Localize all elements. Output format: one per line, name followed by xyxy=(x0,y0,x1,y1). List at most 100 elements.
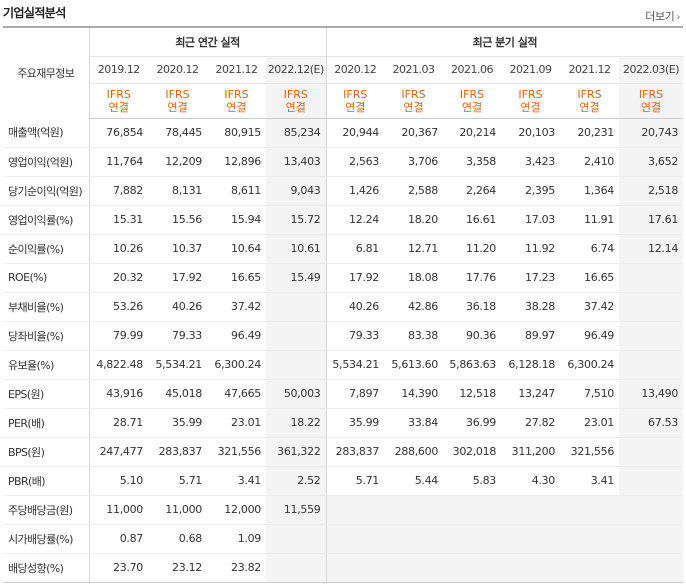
section-title: 기업실적분석 xyxy=(3,6,66,20)
quarter-value-cell xyxy=(619,321,684,351)
row-label: 유보율(%) xyxy=(3,350,90,380)
annual-value-cell: 247,477 xyxy=(89,437,148,467)
annual-value-cell: 80,915 xyxy=(207,118,266,148)
quarter-value-cell: 311,200 xyxy=(501,437,561,467)
quarter-value-cell: 5,534.21 xyxy=(326,350,385,380)
quarter-value-cell: 2,563 xyxy=(326,147,385,177)
consolidated-label: 연결 xyxy=(285,100,306,114)
quarter-value-cell: 96.49 xyxy=(560,321,620,351)
quarter-value-cell: 20,944 xyxy=(326,118,385,148)
quarter-value-cell xyxy=(619,553,684,583)
annual-value-cell: 0.87 xyxy=(89,524,148,554)
quarter-value-cell: 5,863.63 xyxy=(443,350,502,380)
annual-value-cell: 8,611 xyxy=(207,176,266,206)
accounting-standard-label: IFRS 연결 xyxy=(266,83,327,119)
annual-value-cell xyxy=(266,321,327,351)
quarter-value-cell: 17.03 xyxy=(501,204,561,235)
accounting-standard-label: IFRS 연결 xyxy=(619,83,684,119)
annual-value-cell: 23.01 xyxy=(207,408,266,438)
annual-value-cell xyxy=(266,291,327,322)
quarter-value-cell: 20,743 xyxy=(619,118,684,148)
quarter-value-cell: 36.99 xyxy=(443,408,502,438)
quarter-value-cell: 302,018 xyxy=(443,437,502,467)
quarter-value-cell: 35.99 xyxy=(326,408,385,438)
consolidated-label: 연결 xyxy=(108,100,129,114)
table-row: PBR(배) 5.10 5.71 3.41 2.52 5.71 5.44 5.83 4.30 3.… xyxy=(3,466,684,496)
quarter-value-cell: 7,510 xyxy=(560,378,620,409)
accounting-standard-label: IFRS 연결 xyxy=(326,83,385,119)
annual-value-cell: 1.09 xyxy=(207,524,266,554)
quarter-value-cell xyxy=(560,494,620,525)
row-label: PER(배) xyxy=(3,408,90,438)
quarter-value-cell: 37.42 xyxy=(560,291,620,322)
table-row: BPS(원) 247,477 283,837 321,556 361,322 283,83… xyxy=(3,437,684,467)
quarter-value-cell: 13,247 xyxy=(501,378,561,409)
annual-value-cell: 12,000 xyxy=(207,494,266,525)
row-label: 당좌비율(%) xyxy=(3,321,90,351)
annual-value-cell: 23.82 xyxy=(207,553,266,583)
quarter-value-cell: 1,426 xyxy=(326,176,385,206)
ifrs-label: IFRS xyxy=(518,87,543,101)
quarter-value-cell xyxy=(326,553,385,583)
annual-value-cell: 78,445 xyxy=(148,118,207,148)
annual-value-cell xyxy=(266,553,327,583)
quarter-value-cell: 3,358 xyxy=(443,147,502,177)
annual-value-cell: 16.65 xyxy=(207,263,266,293)
chevron-right-icon: › xyxy=(676,12,680,23)
consolidated-label: 연결 xyxy=(226,100,247,114)
quarter-value-cell: 6,300.24 xyxy=(560,350,620,380)
consolidated-label: 연결 xyxy=(579,100,600,114)
period-header-quarter: 2021.12 xyxy=(560,55,620,84)
more-link[interactable]: 더보기 › xyxy=(645,8,680,24)
annual-value-cell: 35.99 xyxy=(148,408,207,438)
annual-value-cell: 28.71 xyxy=(89,408,148,438)
annual-value-cell: 5.71 xyxy=(148,466,207,496)
quarter-value-cell: 12,518 xyxy=(443,378,502,409)
quarter-value-cell: 36.18 xyxy=(443,291,502,322)
quarter-value-cell: 20,367 xyxy=(384,118,444,148)
quarter-value-cell xyxy=(619,350,684,380)
annual-value-cell: 10.37 xyxy=(148,234,207,264)
annual-value-cell: 10.64 xyxy=(207,234,266,264)
annual-value-cell: 43,916 xyxy=(89,378,148,409)
annual-value-cell xyxy=(266,524,327,554)
row-label: 순이익률(%) xyxy=(3,234,90,264)
consolidated-label: 연결 xyxy=(345,100,366,114)
row-header: 주요재무정보 xyxy=(3,26,90,118)
annual-value-cell: 321,556 xyxy=(207,437,266,467)
ifrs-label: IFRS xyxy=(459,87,485,101)
quarter-value-cell: 33.84 xyxy=(384,408,444,438)
annual-value-cell: 283,837 xyxy=(148,437,207,467)
annual-value-cell: 53.26 xyxy=(89,291,148,322)
table-row: 영업이익(억원) 11,764 12,209 12,896 13,403 2,563 3,7… xyxy=(3,147,684,177)
more-label: 더보기 xyxy=(645,10,675,23)
quarter-value-cell: 12.24 xyxy=(326,204,385,235)
period-header-quarter: 2021.03 xyxy=(384,55,444,84)
quarter-value-cell: 3,423 xyxy=(501,147,561,177)
quarter-value-cell: 5.71 xyxy=(326,466,385,496)
annual-group-header: 최근 연간 실적 xyxy=(89,26,327,56)
quarter-value-cell xyxy=(619,524,684,554)
table-row: 배당성향(%) 23.70 23.12 23.82 xyxy=(3,553,684,583)
period-header-quarter: 2021.09 xyxy=(501,55,561,84)
annual-value-cell: 47,665 xyxy=(207,378,266,409)
annual-value-cell: 79.99 xyxy=(89,321,148,351)
annual-value-cell: 40.26 xyxy=(148,291,207,322)
annual-value-cell: 7,882 xyxy=(89,176,148,206)
annual-value-cell: 5,534.21 xyxy=(148,350,207,380)
quarter-value-cell: 2,588 xyxy=(384,176,444,206)
table-row: 부채비율(%) 53.26 40.26 37.42 40.26 42.86 36.18 38.… xyxy=(3,291,684,322)
annual-value-cell: 15.56 xyxy=(148,204,207,235)
annual-value-cell: 76,854 xyxy=(89,118,148,148)
annual-value-cell: 6,300.24 xyxy=(207,350,266,380)
quarter-value-cell xyxy=(619,291,684,322)
annual-value-cell: 2.52 xyxy=(266,466,327,496)
table-row: 유보율(%) 4,822.48 5,534.21 6,300.24 5,534.21 5,… xyxy=(3,350,684,380)
quarter-value-cell xyxy=(619,263,684,293)
accounting-standard-label: IFRS 연결 xyxy=(443,83,502,119)
table-row: 주당배당금(원) 11,000 11,000 12,000 11,559 xyxy=(3,494,684,525)
quarter-value-cell: 42.86 xyxy=(384,291,444,322)
annual-value-cell: 10.26 xyxy=(89,234,148,264)
table-row: 시가배당률(%) 0.87 0.68 1.09 xyxy=(3,524,684,554)
annual-value-cell: 11,000 xyxy=(89,494,148,525)
